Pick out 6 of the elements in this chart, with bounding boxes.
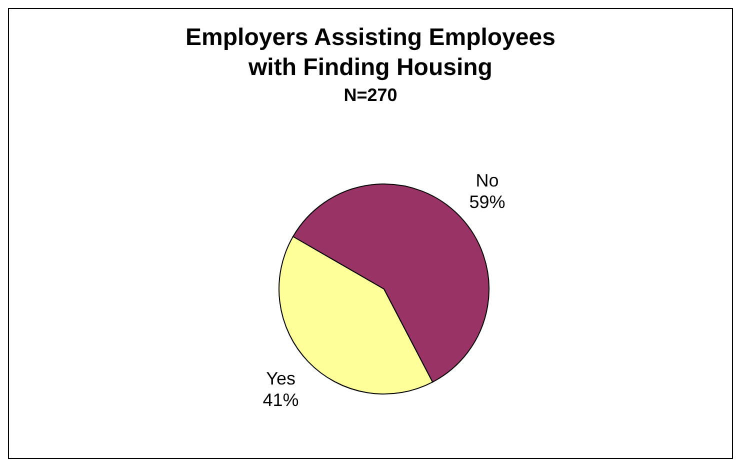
data-label: 41% [262,390,299,410]
data-label: 59% [469,192,506,212]
slice-label: Yes [266,368,296,388]
chart-title: Employers Assisting Employees with Finding Housing [184,23,556,83]
slice-label: No [476,170,499,190]
chart-subtitle: N=270 [342,85,398,106]
